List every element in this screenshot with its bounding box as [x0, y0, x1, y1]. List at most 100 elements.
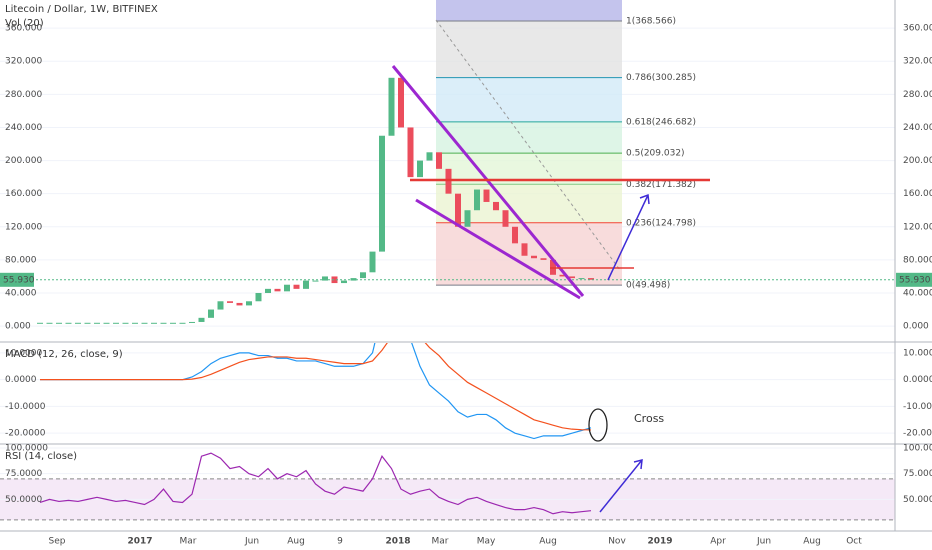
indicator-line — [40, 343, 592, 431]
candle — [46, 322, 53, 324]
projection-arrow — [607, 194, 649, 281]
candle — [493, 201, 499, 211]
fib-band — [436, 184, 622, 223]
fib-band — [436, 77, 622, 122]
candle — [436, 152, 442, 169]
time-tick-label: Mar — [180, 537, 197, 547]
annotation: Cross — [634, 412, 664, 425]
price-tick-label: 200.000 — [903, 156, 932, 166]
price-tick-label: 10.0000 — [5, 348, 42, 358]
price-tick-label: 360.000 — [5, 24, 42, 34]
fib-label: 1(368.566) — [626, 17, 676, 27]
candle — [75, 322, 81, 324]
price-tick-label: 320.000 — [5, 57, 42, 67]
macd-label: MACD (12, 26, close, 9) — [5, 349, 123, 360]
price-tick-label: 120.000 — [903, 222, 932, 232]
time-tick-label: 2017 — [127, 537, 152, 547]
fib-band — [436, 21, 622, 78]
candle — [455, 193, 461, 227]
price-tick-label: 0.000 — [5, 322, 31, 332]
candle — [56, 322, 62, 324]
symbol-title: Litecoin / Dollar, 1W, BITFINEX — [5, 4, 158, 15]
price-tick-label: 80.000 — [5, 255, 37, 265]
candle — [103, 322, 110, 324]
trend-dash — [435, 19, 621, 271]
candle — [483, 189, 490, 202]
candle — [407, 127, 414, 178]
price-tick-label: 80.000 — [903, 255, 932, 265]
candle — [122, 322, 129, 324]
price-tick-label: 50.0000 — [5, 495, 42, 505]
time-tick-label: Aug — [287, 537, 305, 547]
volume-label: Vol (20) — [5, 18, 44, 29]
candle — [464, 210, 471, 227]
wedge-bottom — [415, 198, 581, 300]
candle — [141, 322, 148, 324]
candle — [417, 160, 423, 178]
candle — [303, 280, 309, 289]
time-tick-label: Apr — [710, 537, 726, 547]
price-tick-label: 160.000 — [903, 189, 932, 199]
time-tick-label: 2018 — [385, 537, 410, 547]
time-tick-label: Jun — [244, 537, 259, 547]
fib-label: 0.5(209.032) — [626, 149, 685, 159]
candle — [379, 135, 385, 252]
price-tick-label: 0.0000 — [5, 375, 37, 385]
price-tick-label: 75.0000 — [903, 469, 932, 479]
candle — [170, 322, 176, 324]
time-tick-label: 2019 — [647, 537, 672, 547]
price-tick-label: 240.000 — [5, 123, 42, 133]
candle — [578, 278, 585, 280]
candle — [521, 243, 528, 256]
candle — [293, 284, 300, 289]
price-tick-label: 40.000 — [903, 288, 932, 298]
candle — [322, 276, 328, 281]
cross-circle — [588, 408, 608, 442]
time-tick-label: 9 — [337, 537, 343, 547]
price-tick-label: 40.000 — [5, 288, 37, 298]
candle — [246, 301, 252, 306]
price-tick-label: 100.0000 — [903, 443, 932, 453]
candle — [398, 77, 404, 128]
candle — [94, 322, 100, 324]
price-tick-label: 0.0000 — [903, 375, 932, 385]
candle — [189, 321, 195, 323]
candle — [559, 274, 566, 277]
fib-label: 0.618(246.682) — [626, 117, 696, 127]
price-tick-label: 100.0000 — [5, 443, 48, 453]
price-tick-label: -20.0000 — [5, 429, 46, 439]
time-tick-label: Sep — [49, 537, 66, 547]
price-tick-label: 75.0000 — [5, 469, 42, 479]
rsi-arrow — [599, 459, 643, 513]
time-tick-label: Aug — [539, 537, 557, 547]
candle — [274, 288, 281, 292]
price-tick-label: -20.0000 — [903, 429, 932, 439]
candle — [208, 309, 214, 318]
fib-band — [436, 121, 622, 154]
candle — [160, 322, 167, 324]
price-tick-label: 280.000 — [5, 90, 42, 100]
last-price-label: 55.930 — [899, 275, 931, 285]
candle — [236, 302, 243, 306]
candle — [474, 189, 480, 211]
candle — [369, 251, 376, 273]
candle — [255, 292, 262, 302]
candle — [426, 152, 433, 161]
time-tick-label: May — [477, 537, 496, 547]
arrow-head — [633, 459, 643, 470]
candle — [312, 280, 319, 282]
fib-label: 0.786(300.285) — [626, 73, 696, 83]
candle — [132, 322, 138, 324]
candle — [113, 322, 119, 324]
arrow-head — [639, 193, 650, 205]
last-price-label: 55.930 — [3, 275, 35, 285]
candle — [331, 276, 338, 284]
candle — [198, 317, 205, 322]
candle — [284, 284, 290, 292]
price-tick-label: 360.000 — [903, 24, 932, 34]
fib-label: 0.382(171.382) — [626, 180, 696, 190]
candle — [445, 168, 452, 194]
fib-band — [436, 222, 622, 286]
rsi-label: RSI (14, close) — [5, 451, 77, 462]
